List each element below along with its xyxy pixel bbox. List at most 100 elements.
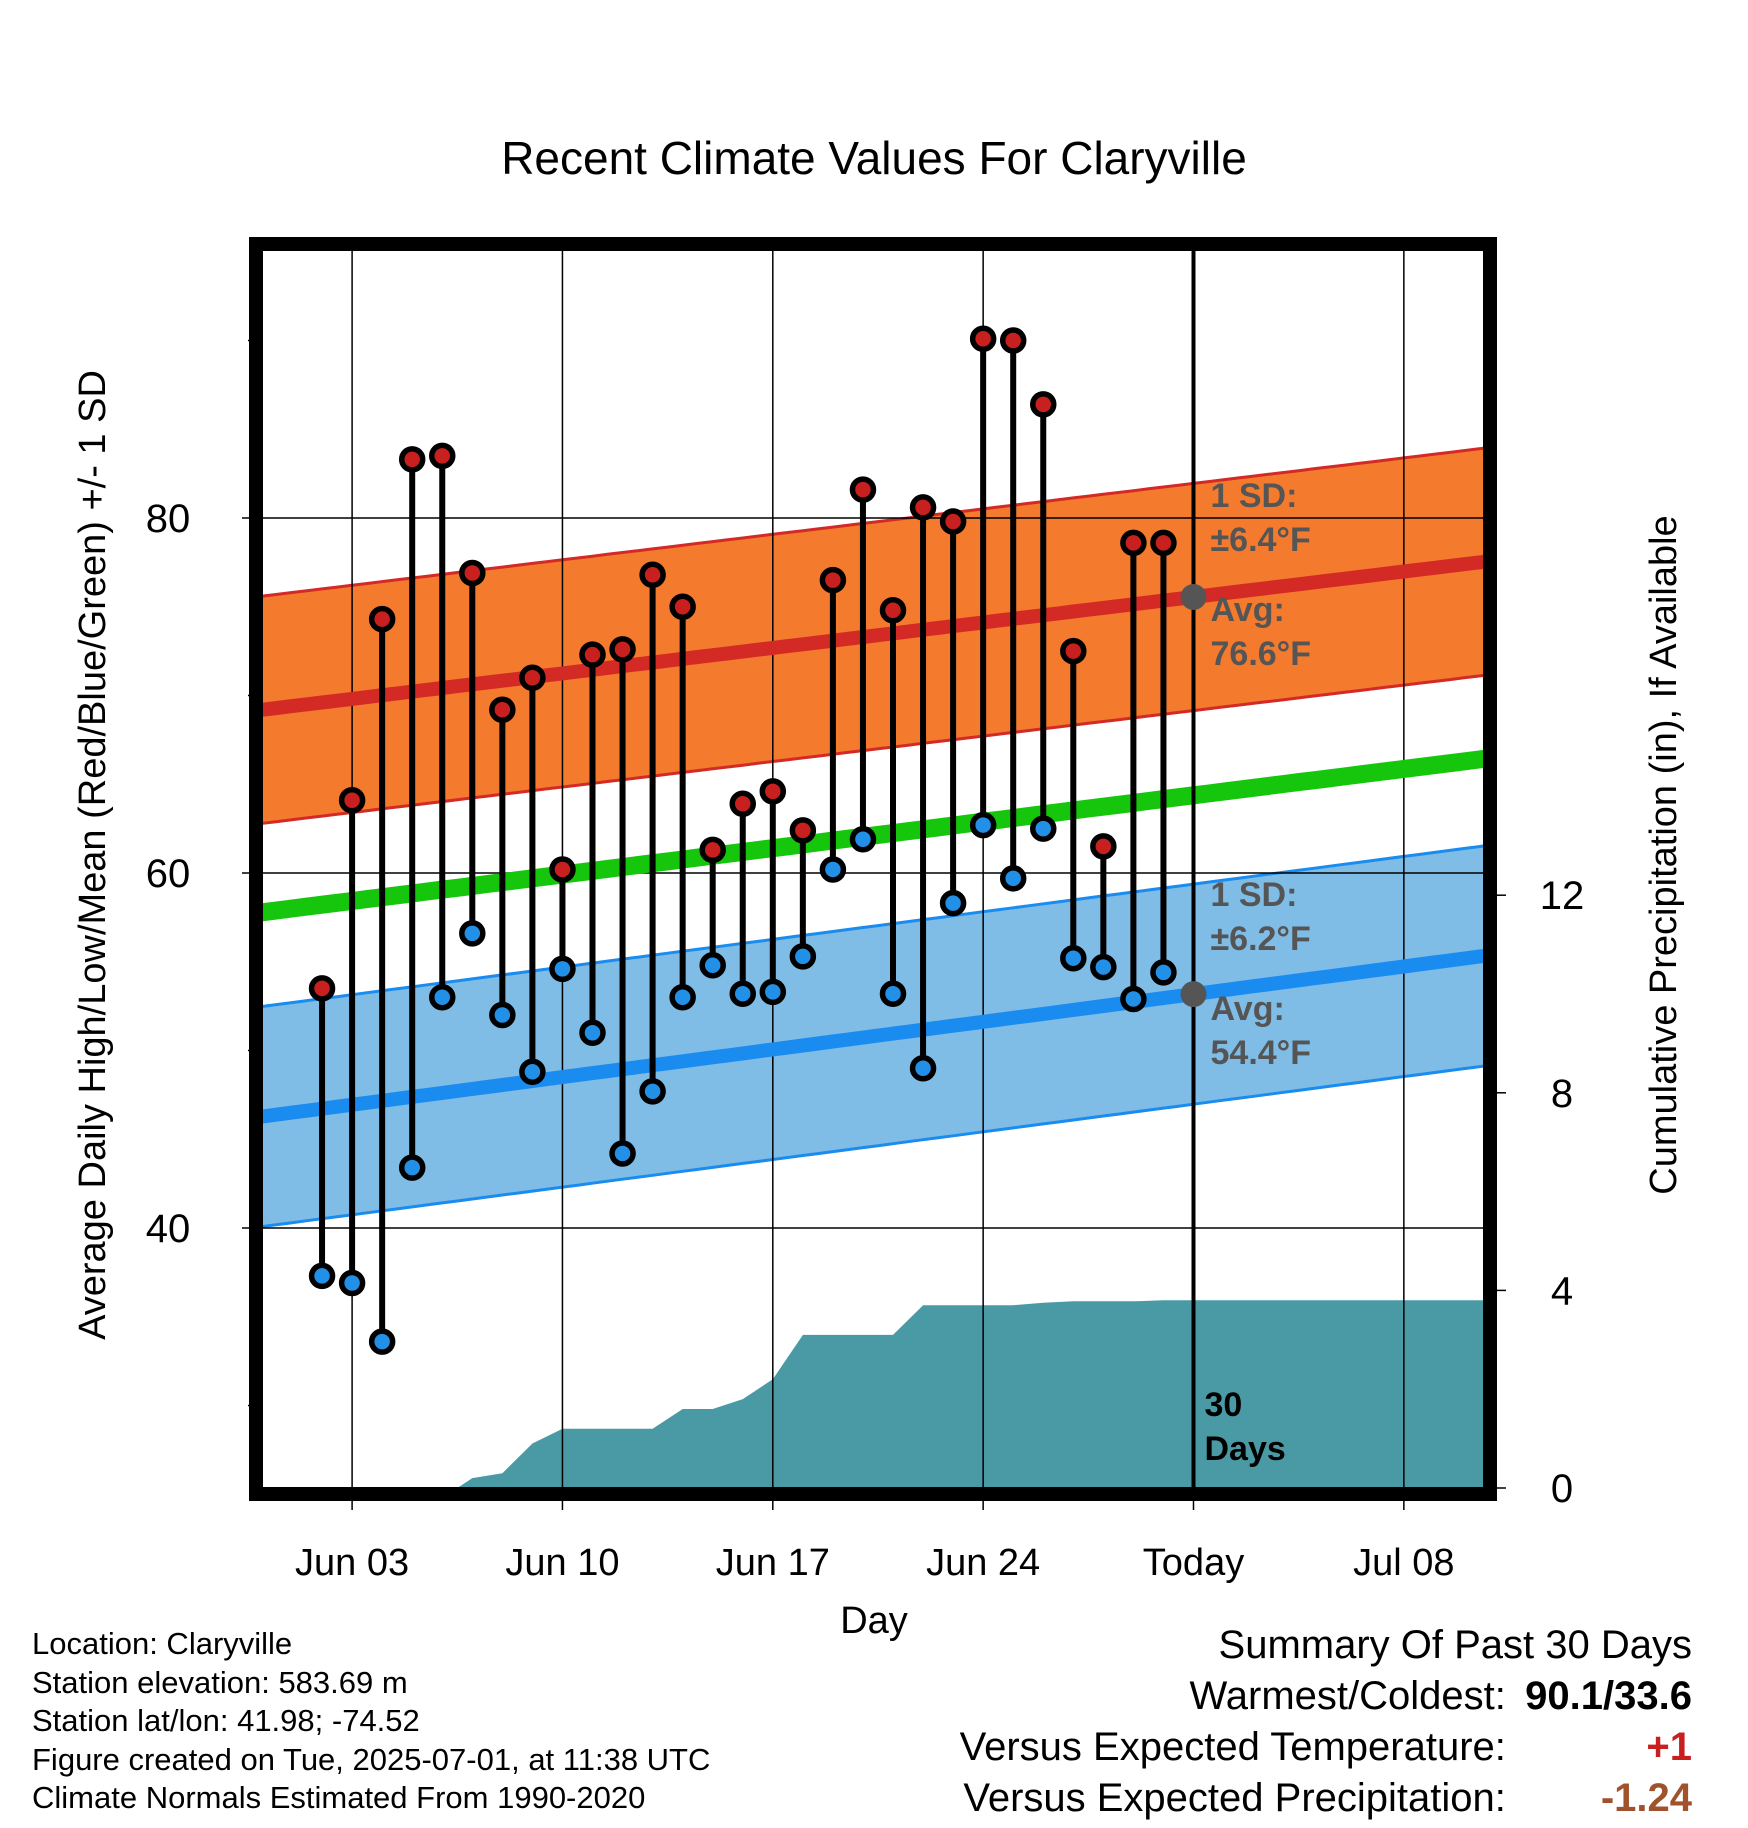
elevation-text: Station elevation: 583.69 m <box>32 1664 408 1700</box>
x-tick-label: Jul 08 <box>1353 1542 1454 1584</box>
daily-high-point <box>849 476 877 503</box>
daily-low-point <box>909 1055 937 1082</box>
today-low-avg-marker <box>1180 981 1207 1008</box>
daily-high-point <box>579 641 606 668</box>
daily-high-point <box>398 446 426 473</box>
low-sd-value: ±6.2°F <box>1211 920 1311 958</box>
daily-high-point <box>489 696 516 723</box>
daily-high-point <box>759 778 787 805</box>
daily-high-point <box>639 561 666 589</box>
y-tick-label: 60 <box>146 852 191 896</box>
daily-low-point <box>1030 815 1057 842</box>
daily-low-point <box>639 1078 666 1105</box>
daily-low-point <box>1120 985 1147 1013</box>
daily-high-point <box>338 786 366 814</box>
daily-low-point <box>1150 959 1177 986</box>
daily-high-point <box>308 975 336 1002</box>
daily-high-point <box>909 494 937 521</box>
summary-title: Summary Of Past 30 Days <box>1218 1623 1692 1667</box>
daily-high-point <box>939 508 967 535</box>
x-tick-label: Today <box>1143 1542 1244 1584</box>
warmest-coldest-row: Warmest/Coldest: 90.1/33.6 <box>960 1671 1693 1722</box>
daily-low-point <box>939 889 967 917</box>
daily-high-point <box>729 790 756 818</box>
warmest-coldest-label: Warmest/Coldest: <box>1189 1674 1506 1718</box>
high-avg-label: Avg: <box>1211 591 1285 629</box>
daily-low-point <box>969 811 997 839</box>
x-tick-label: Jun 10 <box>505 1542 619 1584</box>
high-sd-value: ±6.4°F <box>1211 521 1311 559</box>
low-sd-lower-line <box>262 1064 1484 1229</box>
daily-high-point <box>1090 833 1117 860</box>
low-avg-label: Avg: <box>1211 990 1285 1028</box>
daily-low-point <box>398 1154 426 1181</box>
low-avg-value: 54.4°F <box>1211 1034 1312 1072</box>
daily-low-point <box>789 943 817 970</box>
daily-high-point <box>519 664 546 691</box>
station-info: Location: Claryville Station elevation: … <box>32 1625 710 1818</box>
high-avg-value: 76.6°F <box>1211 635 1312 673</box>
today-high-avg-marker <box>1180 583 1207 610</box>
created-text: Figure created on Tue, 2025-07-01, at 11… <box>32 1741 711 1777</box>
daily-high-point <box>999 327 1027 354</box>
plot-area <box>262 250 1484 1488</box>
y2-tick-label: 0 <box>1551 1467 1573 1511</box>
y2-tick-label: 8 <box>1551 1072 1573 1116</box>
daily-high-point <box>1060 637 1087 665</box>
today-days-label: Days <box>1205 1430 1286 1468</box>
daily-low-point <box>429 984 456 1011</box>
daily-low-point <box>819 856 847 883</box>
normal-low-line <box>262 948 1484 1124</box>
daily-low-point <box>849 826 877 853</box>
daily-high-point <box>819 566 847 594</box>
y2-axis-label: Cumulative Precipitation (in), If Availa… <box>1643 515 1685 1194</box>
plot-frame <box>249 237 1497 1501</box>
daily-high-point <box>1150 529 1177 557</box>
precip-area <box>457 1300 1484 1488</box>
daily-low-point <box>609 1140 636 1167</box>
x-axis-label: Day <box>840 1600 908 1642</box>
daily-high-point <box>368 605 396 633</box>
latlon-text: Station lat/lon: 41.98; -74.52 <box>32 1703 420 1738</box>
daily-high-point <box>1120 529 1147 557</box>
daily-low-point <box>519 1058 546 1086</box>
chart-title: Recent Climate Values For Claryville <box>501 132 1247 184</box>
daily-low-point <box>338 1269 366 1297</box>
y-axis-label: Average Daily High/Low/Mean (Red/Blue/Gr… <box>72 370 114 1340</box>
summary-panel: Summary Of Past 30 Days Warmest/Coldest:… <box>960 1620 1692 1824</box>
daily-high-point <box>459 559 486 587</box>
daily-high-point <box>669 593 696 620</box>
y-tick-label: 40 <box>146 1207 191 1251</box>
daily-low-point <box>879 980 907 1007</box>
daily-low-point <box>368 1328 396 1355</box>
today-days-count: 30 <box>1205 1386 1243 1424</box>
daily-low-point <box>729 980 756 1007</box>
daily-low-point <box>999 865 1027 892</box>
daily-low-point <box>308 1262 336 1290</box>
x-tick-label: Jun 03 <box>295 1542 409 1584</box>
daily-low-point <box>579 1019 606 1046</box>
daily-low-point <box>669 984 696 1011</box>
warmest-coldest-value: 90.1/33.6 <box>1525 1674 1692 1718</box>
daily-high-point <box>789 817 817 844</box>
precip-anomaly-row: Versus Expected Precipitation: -1.24 <box>960 1773 1692 1824</box>
y2-tick-label: 4 <box>1551 1269 1573 1313</box>
low-sd-label: 1 SD: <box>1211 876 1298 914</box>
high-sd-label: 1 SD: <box>1211 477 1298 515</box>
daily-high-point <box>969 325 997 352</box>
location-text: Location: Claryville <box>32 1626 293 1661</box>
daily-low-point <box>759 978 787 1006</box>
normals-text: Climate Normals Estimated From 1990-2020 <box>32 1780 646 1815</box>
precip-anomaly-value: -1.24 <box>1600 1776 1692 1820</box>
y2-tick-label: 12 <box>1540 874 1585 918</box>
daily-low-point <box>459 920 486 947</box>
temp-anomaly-label: Versus Expected Temperature: <box>959 1725 1506 1769</box>
temp-anomaly-value: +1 <box>1646 1725 1692 1769</box>
precip-anomaly-label: Versus Expected Precipitation: <box>963 1776 1506 1820</box>
daily-low-point <box>549 955 576 983</box>
daily-low-point <box>1060 944 1087 972</box>
daily-high-point <box>699 836 726 864</box>
daily-high-point <box>879 597 907 624</box>
daily-low-point <box>1090 953 1117 981</box>
